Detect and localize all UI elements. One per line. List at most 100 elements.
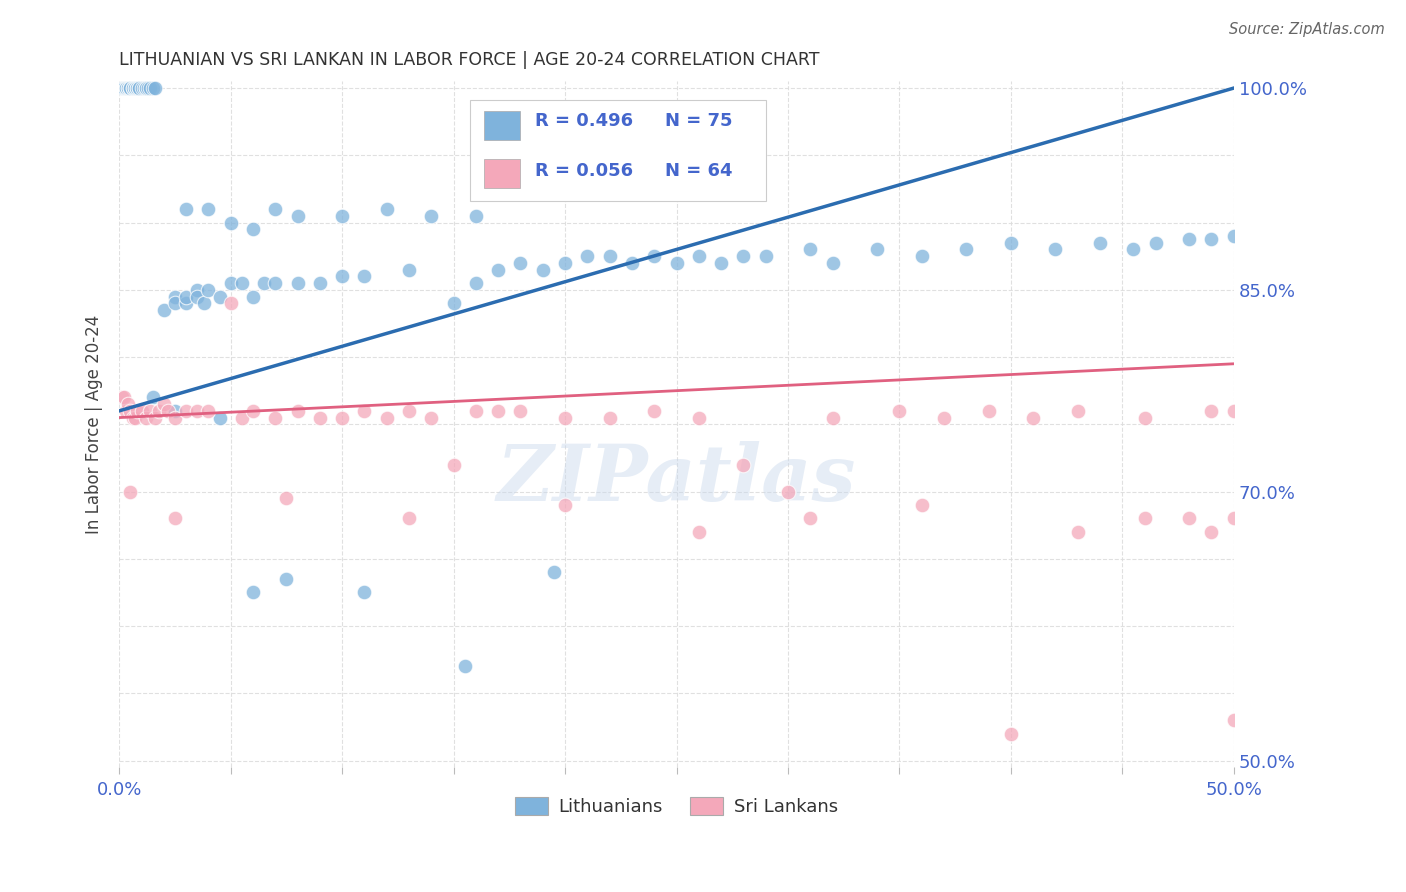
Point [799, 243, 821, 257]
Point [643, 404, 665, 418]
Text: N = 64: N = 64 [665, 161, 733, 179]
Point [309, 410, 332, 425]
Point [688, 524, 710, 539]
Point [127, 81, 149, 95]
Point [121, 410, 143, 425]
Point [276, 572, 298, 586]
Point [163, 289, 186, 303]
Point [1223, 404, 1246, 418]
Point [1122, 243, 1144, 257]
Point [375, 202, 398, 216]
Point [287, 276, 309, 290]
Point [643, 249, 665, 263]
Point [866, 243, 889, 257]
Point [163, 410, 186, 425]
Point [139, 404, 162, 418]
Point [231, 410, 253, 425]
Point [932, 410, 955, 425]
Point [420, 410, 443, 425]
Point [443, 296, 465, 310]
Y-axis label: In Labor Force | Age 20-24: In Labor Force | Age 20-24 [86, 315, 103, 534]
Point [1178, 232, 1201, 246]
Point [1201, 404, 1223, 418]
Point [420, 209, 443, 223]
Point [1067, 404, 1090, 418]
Point [733, 458, 755, 472]
Point [143, 410, 166, 425]
Point [1000, 235, 1022, 250]
Text: R = 0.496: R = 0.496 [536, 112, 633, 130]
Point [509, 404, 531, 418]
FancyBboxPatch shape [484, 159, 520, 187]
Point [464, 276, 486, 290]
Point [120, 81, 142, 95]
Point [1223, 511, 1246, 525]
Point [128, 81, 150, 95]
Point [115, 81, 138, 95]
FancyBboxPatch shape [484, 111, 520, 140]
Point [219, 216, 242, 230]
Point [153, 397, 176, 411]
Point [121, 81, 143, 95]
Point [186, 283, 208, 297]
Point [977, 404, 1000, 418]
Point [127, 404, 149, 418]
Point [131, 81, 153, 95]
Point [135, 81, 157, 95]
Point [554, 498, 576, 512]
Point [120, 81, 142, 95]
Point [219, 276, 242, 290]
Point [309, 276, 332, 290]
Point [131, 404, 153, 418]
Point [889, 404, 911, 418]
Point [543, 566, 565, 580]
Point [110, 81, 132, 95]
Point [117, 81, 139, 95]
Text: N = 75: N = 75 [665, 112, 733, 130]
Point [443, 458, 465, 472]
Point [398, 262, 420, 277]
Point [157, 404, 180, 418]
Point [1223, 229, 1246, 244]
Point [120, 404, 142, 418]
Point [1201, 232, 1223, 246]
Point [821, 410, 844, 425]
Point [287, 209, 309, 223]
Point [117, 81, 139, 95]
Point [1067, 524, 1090, 539]
Text: ZIPatlas: ZIPatlas [496, 441, 856, 517]
Point [287, 404, 309, 418]
Point [120, 81, 142, 95]
Point [330, 410, 353, 425]
Point [142, 81, 165, 95]
Point [143, 81, 166, 95]
Point [264, 276, 287, 290]
Point [128, 81, 150, 95]
Point [174, 202, 197, 216]
Point [115, 81, 138, 95]
Point [135, 410, 157, 425]
Point [231, 276, 253, 290]
Point [1201, 524, 1223, 539]
Point [112, 81, 135, 95]
Point [330, 209, 353, 223]
Point [486, 262, 509, 277]
Point [124, 410, 146, 425]
Point [353, 585, 375, 599]
Point [710, 256, 733, 270]
Point [242, 289, 264, 303]
Point [264, 202, 287, 216]
Point [208, 410, 231, 425]
Point [121, 81, 143, 95]
Point [132, 81, 155, 95]
Point [821, 256, 844, 270]
Point [755, 249, 778, 263]
Point [174, 404, 197, 418]
Point [464, 404, 486, 418]
Point [509, 256, 531, 270]
Point [531, 262, 554, 277]
Point [375, 410, 398, 425]
Point [242, 222, 264, 236]
Point [163, 404, 186, 418]
Point [1144, 235, 1167, 250]
